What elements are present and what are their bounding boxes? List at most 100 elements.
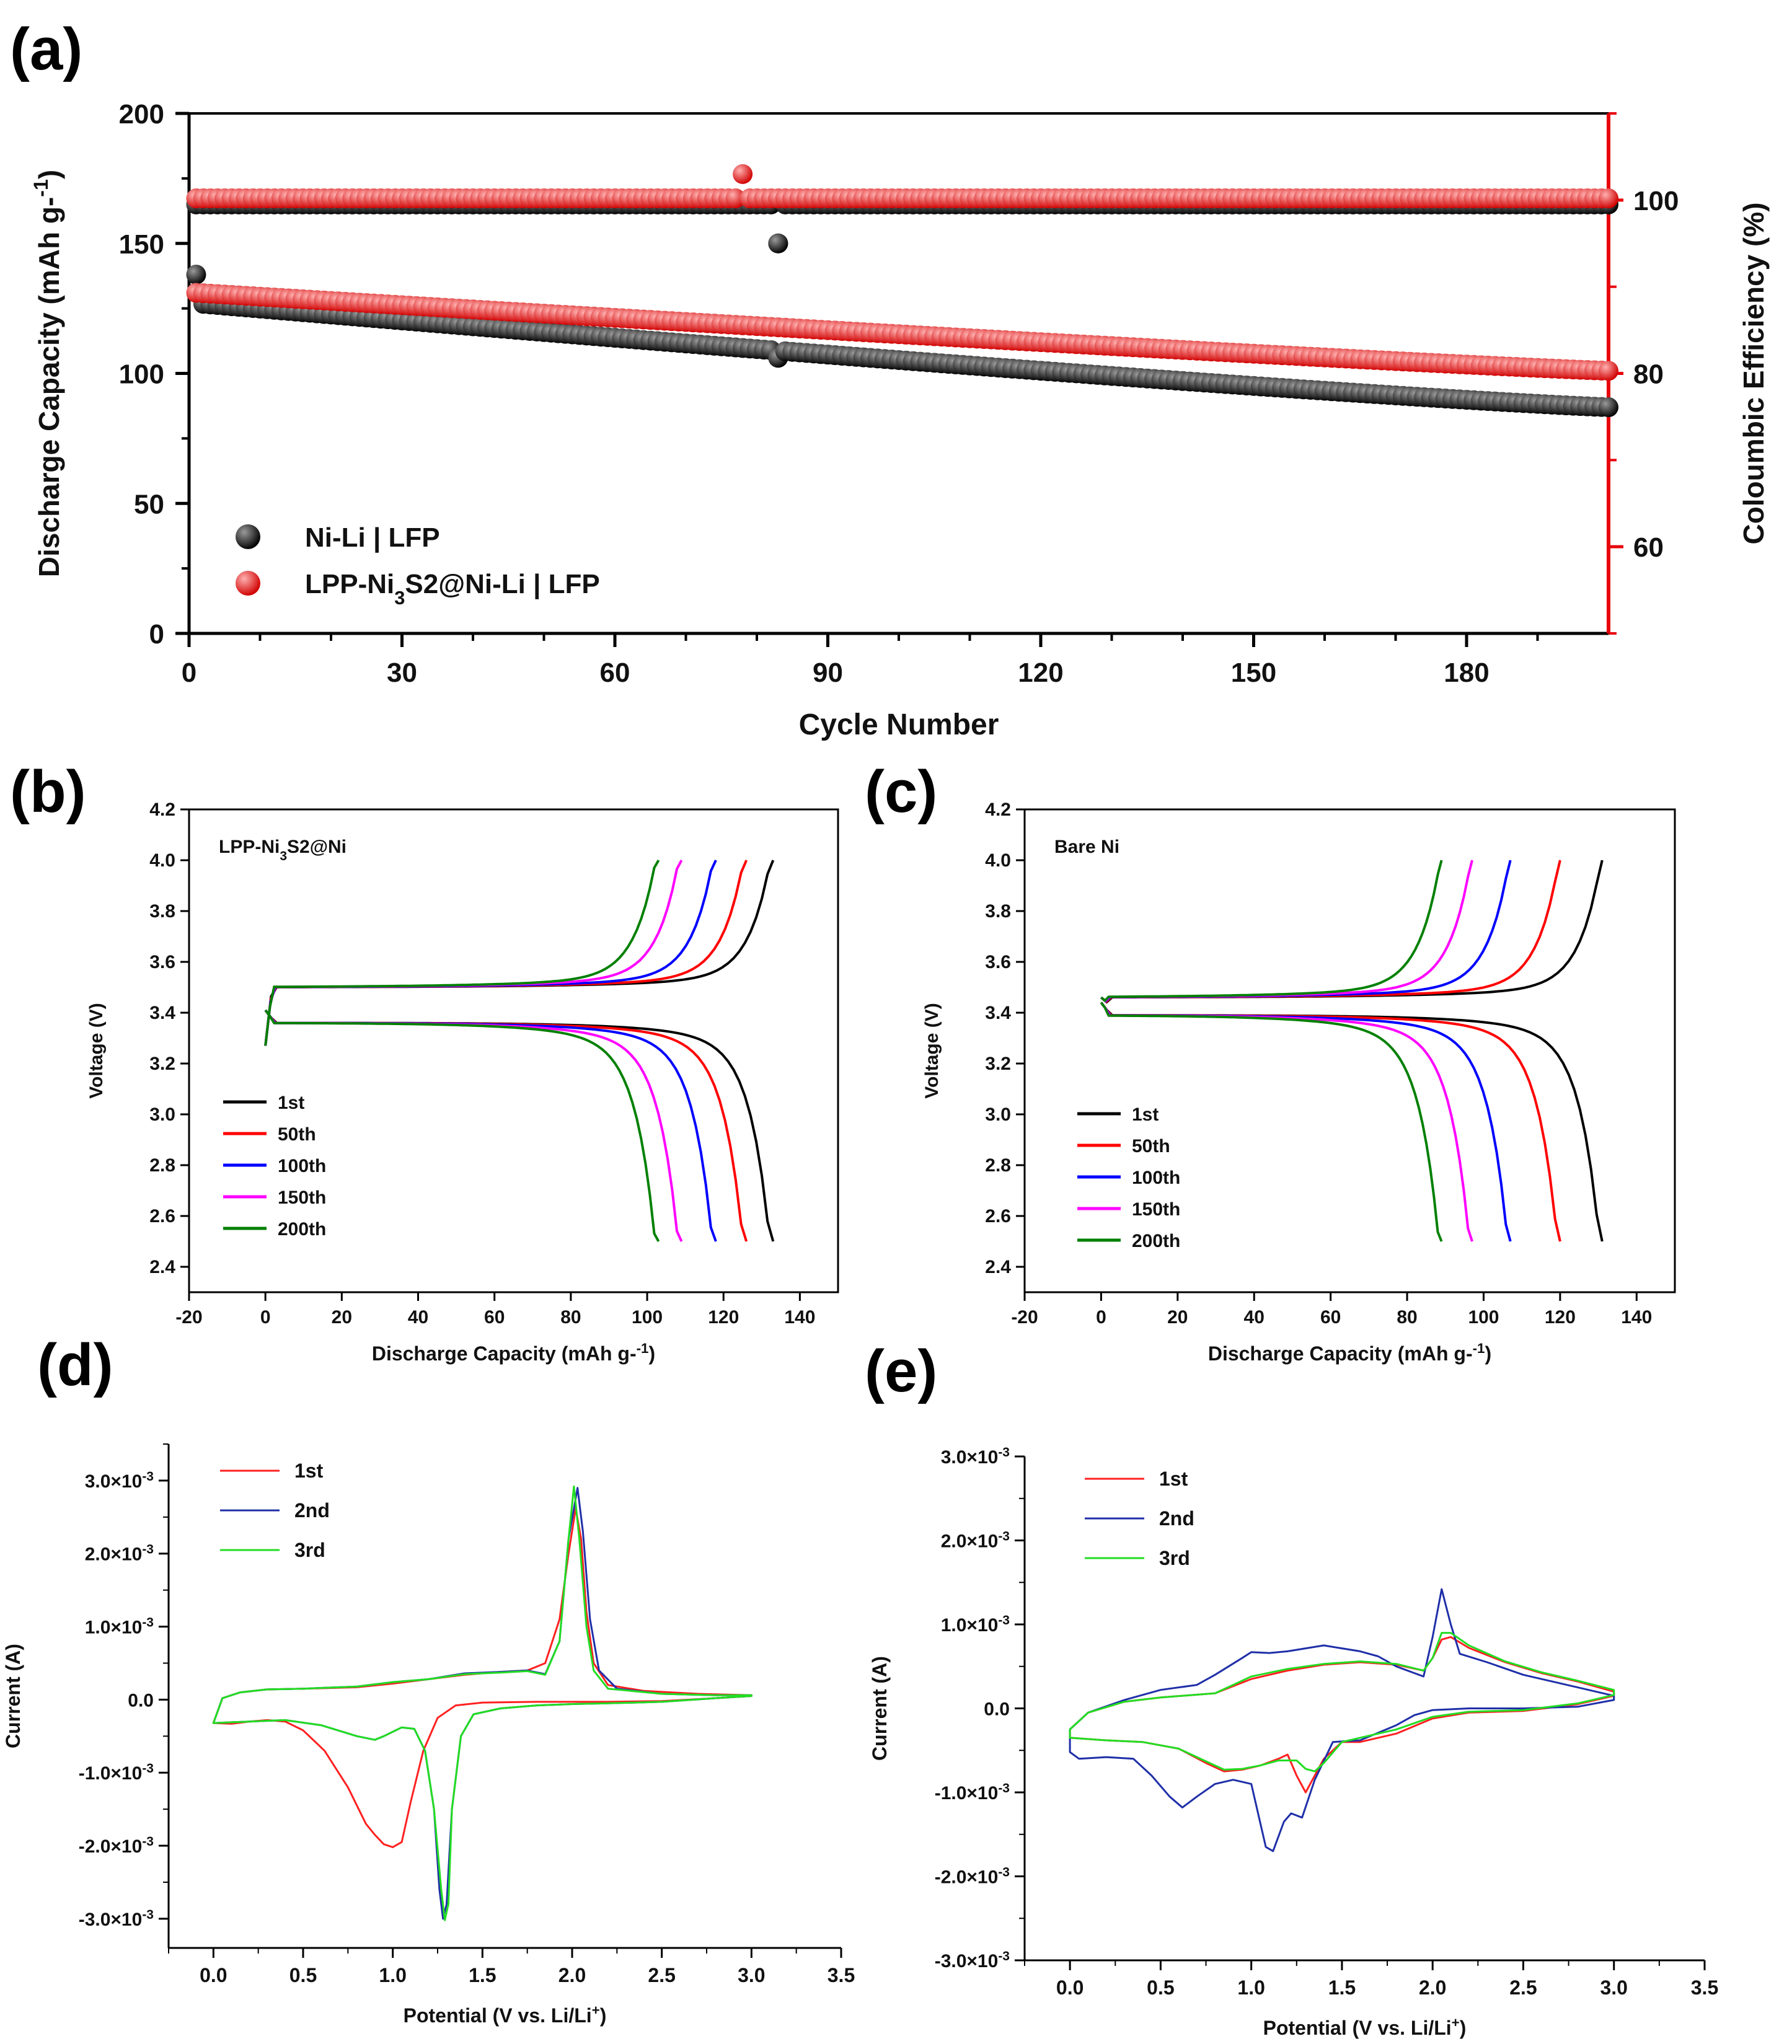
y-axis-label-part: Discharge Capacity (mAh g-	[33, 197, 65, 577]
plot-frame	[1023, 808, 1676, 1293]
y-tick-label: 3.2	[985, 1054, 1011, 1074]
x-tick-label: 100	[632, 1307, 663, 1328]
y-tick-label: 2.6	[985, 1206, 1011, 1227]
x-tick-label: 3.0	[738, 1964, 765, 1986]
y-tick-label: -2.0×10-3	[79, 1835, 154, 1857]
legend-label-lpp-part: S2@Ni-Li | LFP	[405, 569, 599, 600]
y-tick-label: 3.0×10-3	[85, 1469, 154, 1492]
legend-label-lpp-part: LPP-Ni	[305, 569, 394, 599]
y-tick-label: 4.2	[149, 800, 175, 820]
x-tick-label: 30	[387, 658, 417, 688]
x-tick-label: 3.5	[828, 1964, 855, 1986]
panel-c: -20 0 20 40 60 80 100 120 140 2.4 2.6 2.8 3.0 3.2 3.4 3…	[922, 800, 1676, 1365]
x-tick-label: 2.0	[558, 1964, 586, 1986]
legend-label-2nd: 2nd	[294, 1499, 330, 1522]
x-axis-label-part: -1	[637, 1341, 649, 1356]
x-tick-label: 80	[1397, 1307, 1417, 1328]
y-tick-label: 3.0	[149, 1104, 175, 1125]
ce-point-lpp	[1599, 188, 1618, 209]
y-tick-label: 3.8	[985, 901, 1011, 922]
y-tick-label: 3.6	[149, 952, 175, 972]
legend-label-50th: 50th	[1132, 1136, 1170, 1156]
x-tick-label: 0	[260, 1307, 271, 1328]
y-tick-label-part: -3.0×10	[79, 1910, 143, 1930]
x-axis-label: Discharge Capacity (mAh g--1)	[372, 1341, 655, 1365]
legend-label-3rd: 3rd	[294, 1539, 325, 1561]
y-tick-label-part: -3.0×10	[935, 1951, 999, 1971]
legend-label-3rd: 3rd	[1159, 1547, 1190, 1569]
legend-label-2nd: 2nd	[1159, 1507, 1194, 1530]
charge-curve-200th	[1100, 860, 1443, 1003]
panel-annotation-part: 3	[280, 849, 287, 863]
capacity-point-lpp	[1599, 361, 1618, 381]
capacity-point-ni-li	[1599, 397, 1618, 418]
panel-letter-e: (e)	[865, 1338, 937, 1404]
x-axis-label-part: )	[1485, 1342, 1492, 1365]
y-tick-label: 4.0	[149, 850, 175, 871]
legend-label-1st: 1st	[294, 1460, 324, 1482]
x-tick-label: 180	[1444, 658, 1489, 688]
y-axis-label: Current (A)	[868, 1656, 891, 1761]
x-tick-label: 0	[182, 658, 196, 688]
legend-marker-lpp	[236, 571, 260, 596]
y-tick-label: 1.0×10-3	[941, 1613, 1010, 1636]
y-axis-label-part: )	[33, 170, 65, 179]
x-tick-label: 3.5	[1691, 1976, 1718, 1999]
y-tick-label: 3.4	[149, 1003, 175, 1023]
y2-tick-label: 80	[1633, 359, 1664, 390]
y-tick-label: -1.0×10-3	[935, 1781, 1010, 1804]
y-tick-label-part: -1.0×10	[79, 1763, 143, 1784]
x-tick-label: 2.5	[648, 1964, 675, 1986]
y-tick-label: 1.0×10-3	[85, 1615, 154, 1638]
y-axis-label: Current (A)	[2, 1644, 24, 1748]
x-tick-label: 0.5	[1147, 1976, 1174, 1999]
y-tick-label-part: 0.0	[128, 1690, 154, 1711]
x-tick-label: 120	[1545, 1307, 1576, 1328]
discharge-curve-200th	[264, 1009, 660, 1242]
y-tick-label: 3.4	[985, 1003, 1011, 1023]
y-tick-label-part: -3	[142, 1542, 154, 1556]
panel-b: -20 0 20 40 60 80 100 120 140 2.4 2.6 2.8 3.0 3.2 3.4 3…	[86, 800, 839, 1365]
y-tick-label: 2.4	[149, 1257, 175, 1277]
y-tick-label: 3.2	[149, 1054, 175, 1074]
x-tick-label: 0.0	[1056, 1976, 1084, 1999]
y-axis-label: Discharge Capacity (mAh g--1)	[30, 170, 65, 577]
y-tick-label-part: 2.0×10	[941, 1531, 999, 1552]
cv-curve-3rd	[1069, 1632, 1615, 1773]
panel-letter-b: (b)	[10, 759, 86, 825]
x-axis-label: Potential (V vs. Li/Li+)	[1263, 2015, 1467, 2040]
x-tick-label: 90	[813, 658, 843, 688]
y-tick-label-part: 1.0×10	[85, 1618, 143, 1638]
legend-label-50th: 50th	[278, 1124, 316, 1145]
y-tick-label-part: -3	[998, 1781, 1010, 1795]
y-tick-label: 3.6	[985, 952, 1011, 972]
x-tick-label: -20	[175, 1307, 202, 1328]
y-tick-label-part: 3.0×10	[85, 1471, 143, 1492]
y-tick-label: 2.0×10-3	[941, 1529, 1010, 1552]
y-tick-label: 0.0	[128, 1690, 154, 1711]
legend-label-150th: 150th	[278, 1187, 326, 1208]
x-axis-label-part: )	[649, 1342, 656, 1365]
x-axis-label-part: -1	[1473, 1341, 1485, 1356]
y-tick-label-part: 3.0×10	[941, 1447, 999, 1468]
charge-curve-200th	[264, 859, 660, 1046]
legend-label-200th: 200th	[278, 1219, 326, 1240]
y-axis-label: Voltage (V)	[86, 1003, 107, 1098]
discharge-curve-200th	[1100, 1002, 1443, 1242]
x-tick-label: 1.5	[1328, 1976, 1356, 1999]
x-tick-label: 60	[1320, 1307, 1341, 1328]
x-axis-label-part: +	[592, 2002, 600, 2018]
y-tick-label: 150	[119, 229, 164, 260]
ce-outlier-ni-li	[768, 233, 788, 253]
ce-outlier-lpp	[733, 164, 753, 184]
y-tick-label: 2.8	[985, 1155, 1011, 1176]
x-axis-label-part: Potential (V vs. Li/Li	[1263, 2017, 1452, 2039]
y-tick-label-part: -2.0×10	[79, 1836, 143, 1857]
y-tick-label-part: 2.0×10	[85, 1544, 143, 1565]
y-tick-label: 0	[149, 619, 164, 650]
panel-annotation-part: S2@Ni	[287, 837, 346, 857]
y-tick-label-part: -3	[998, 1949, 1010, 1963]
x-tick-label: 1.0	[379, 1964, 406, 1986]
x-tick-label: 2.0	[1419, 1976, 1446, 1999]
panel-annotation-part: Bare Ni	[1054, 837, 1119, 857]
